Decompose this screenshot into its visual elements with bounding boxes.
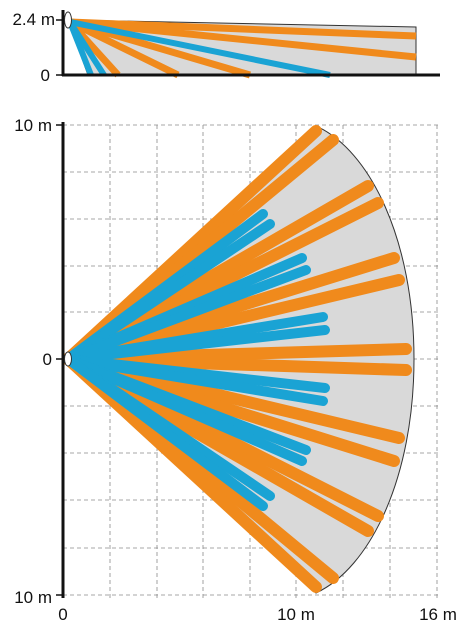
top-beam-near-6 (63, 325, 330, 364)
top-view: 10 m 0 10 m 0 10 m 16 m (14, 116, 457, 624)
top-beam-near-4 (63, 265, 311, 364)
top-beam-near-8 (63, 354, 328, 406)
side-beam-near-3 (67, 20, 94, 77)
top-view-sensor-icon (64, 351, 72, 367)
side-view-near-beams (67, 19, 331, 78)
top-view-x-label-0: 0 (58, 605, 67, 624)
side-beam-far-4 (68, 18, 180, 79)
top-beam-near-10 (63, 354, 307, 466)
top-beam-near-12 (63, 354, 268, 511)
top-view-y-bottom-label: 10 m (14, 588, 52, 607)
side-view-far-beams (67, 18, 417, 79)
side-view-y-zero-label: 0 (41, 66, 50, 85)
side-view-y-top-label: 2.4 m (12, 10, 55, 29)
top-view-y-mid-label: 0 (43, 350, 52, 369)
side-beam-near-1 (69, 19, 331, 78)
top-view-near-beams (63, 209, 330, 511)
top-view-x-label-16m: 16 m (419, 605, 457, 624)
side-view: 2.4 m 0 (12, 10, 440, 85)
top-view-y-top-label: 10 m (14, 116, 52, 135)
top-view-x-label-10m: 10 m (277, 605, 315, 624)
side-beam-far-2 (69, 18, 417, 61)
top-beam-far-14 (62, 353, 322, 593)
top-beam-near-2 (63, 219, 275, 364)
side-view-sensor-icon (64, 11, 72, 29)
